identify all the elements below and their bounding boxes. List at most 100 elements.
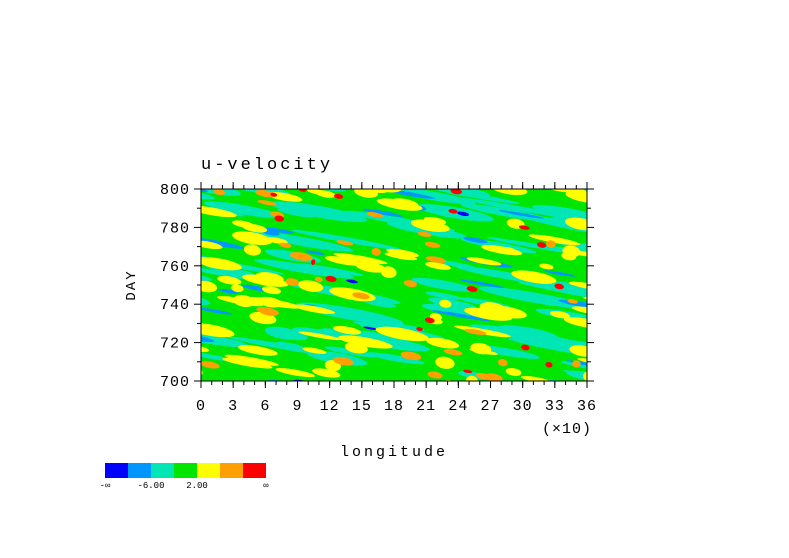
colorbar-swatch — [151, 463, 174, 478]
field-patch — [238, 345, 278, 356]
field-patch — [262, 286, 281, 295]
colorbar-label: -6.00 — [137, 481, 164, 491]
y-tick-label: 700 — [160, 374, 190, 391]
field-patch — [545, 361, 553, 368]
field-patch — [203, 201, 282, 218]
field-patch — [289, 252, 313, 261]
field-patch — [507, 337, 587, 359]
y-tick-label: 760 — [160, 259, 190, 276]
field-patch — [363, 299, 397, 308]
field-patch — [497, 359, 508, 367]
field-patch — [224, 354, 279, 366]
field-patch — [537, 242, 547, 248]
x-tick-label: 27 — [480, 398, 500, 415]
field-patch — [546, 240, 556, 248]
field-patch — [604, 295, 623, 306]
field-patch — [334, 193, 344, 199]
field-patch — [257, 296, 283, 308]
field-patch — [333, 253, 388, 265]
field-patch — [262, 227, 295, 234]
x-multiplier: (×10) — [542, 421, 592, 438]
field-patch — [562, 245, 581, 258]
field-patch — [269, 201, 367, 223]
chart-title: u-velocity — [201, 156, 333, 175]
field-patch — [293, 304, 336, 314]
x-tick-label: 9 — [292, 398, 302, 415]
field-patch — [274, 215, 284, 222]
field-patch — [201, 327, 249, 348]
field-patch — [568, 281, 587, 291]
field-patch — [218, 288, 239, 294]
field-patch — [587, 285, 627, 303]
field-patch — [528, 234, 581, 246]
field-patch — [417, 231, 432, 237]
field-patch — [594, 295, 616, 303]
field-patch — [336, 240, 354, 246]
field-patch — [536, 173, 579, 187]
field-patch — [384, 252, 418, 261]
field-patch — [232, 231, 273, 246]
field-patch — [346, 279, 358, 284]
field-patch — [554, 283, 564, 290]
field-patch — [255, 180, 275, 187]
field-patch — [231, 220, 255, 228]
field-patch — [285, 278, 299, 287]
x-tick-label: 12 — [320, 398, 340, 415]
field-patch — [270, 192, 278, 197]
field-patch — [411, 277, 475, 292]
colorbar-swatch — [243, 463, 266, 478]
field-patch — [466, 286, 478, 292]
x-tick-label: 18 — [384, 398, 404, 415]
field-patch — [333, 356, 354, 366]
field-patch — [193, 352, 200, 357]
field-patch — [567, 298, 578, 304]
field-patch — [277, 208, 317, 218]
field-patch — [617, 239, 624, 245]
field-patch — [478, 286, 587, 309]
field-patch — [258, 307, 279, 316]
field-patch — [389, 323, 425, 331]
field-patch — [610, 362, 632, 373]
field-patch — [298, 331, 342, 341]
field-patch — [498, 325, 559, 340]
field-patch — [251, 231, 354, 252]
field-patch — [169, 356, 176, 362]
field-patch — [333, 325, 361, 335]
field-patch — [201, 240, 223, 250]
field-patch — [520, 376, 553, 381]
field-patch — [569, 345, 587, 357]
field-patch — [443, 349, 463, 356]
field-patch — [403, 280, 417, 288]
field-patch — [376, 198, 423, 211]
field-patch — [484, 373, 503, 381]
field-patch — [462, 198, 573, 219]
field-patch — [307, 384, 343, 396]
field-patch — [297, 263, 365, 276]
field-patch — [421, 303, 485, 318]
field-patch — [363, 326, 379, 331]
field-patch — [572, 360, 581, 368]
field-patch — [201, 189, 291, 196]
field-patch — [201, 257, 242, 271]
y-tick-label: 780 — [160, 220, 190, 237]
field-patch — [593, 290, 614, 305]
field-patch — [532, 205, 587, 221]
field-patch — [216, 296, 264, 307]
field-patch — [425, 256, 446, 264]
field-patch — [243, 244, 261, 256]
field-patch — [431, 310, 490, 322]
field-patch — [354, 189, 379, 198]
field-patch — [291, 229, 401, 250]
field-patch — [231, 284, 244, 293]
x-tick-label: 21 — [416, 398, 436, 415]
field-patch — [400, 351, 422, 361]
x-axis-label: longitude — [340, 444, 448, 461]
field-patch — [201, 323, 235, 338]
field-patch — [498, 210, 545, 219]
field-patch — [352, 292, 370, 300]
field-patch — [463, 369, 473, 374]
field-patch — [201, 361, 220, 369]
field-patch — [426, 337, 460, 349]
field-patch — [298, 189, 307, 192]
